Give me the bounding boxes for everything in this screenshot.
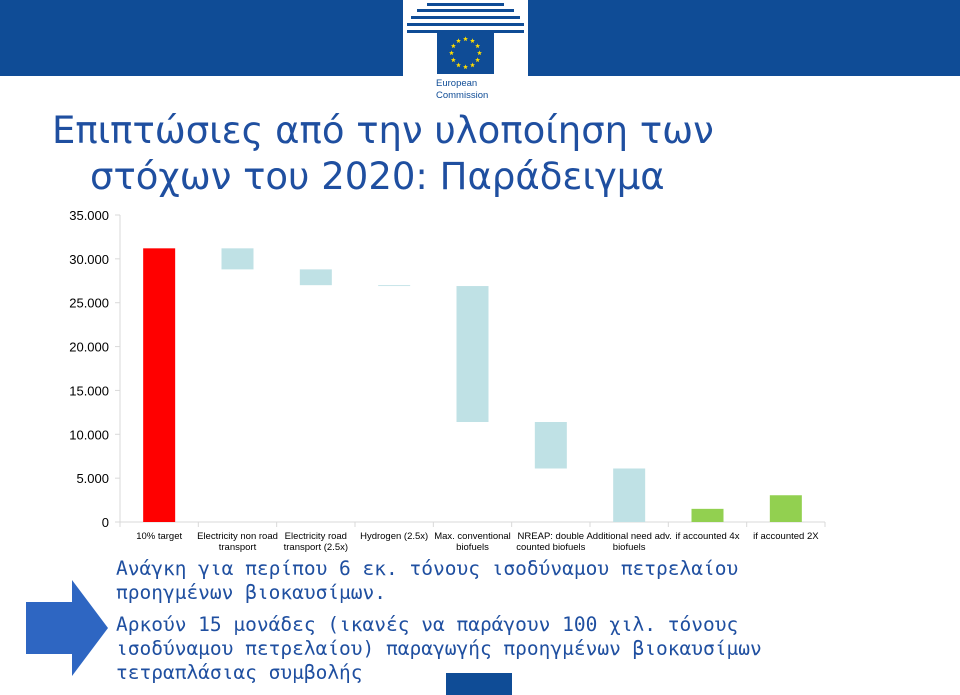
flag-star-icon: [475, 43, 481, 49]
bar: [769, 495, 802, 522]
y-tick-label: 35.000: [69, 208, 109, 223]
note-line-2: προηγμένων βιοκαυσίμων.: [116, 581, 387, 604]
flag-star-icon: [450, 43, 456, 49]
bar: [143, 248, 176, 522]
bar: [534, 422, 567, 469]
bar: [221, 248, 254, 270]
logo-text-european: European: [436, 78, 477, 89]
x-tick-label: if accounted 2X: [753, 531, 819, 542]
x-tick-label: Electricity non road transport: [197, 531, 278, 553]
title-line-2: στόχων του 2020: Παράδειγμα: [90, 155, 665, 198]
flag-star-icon: [450, 57, 456, 63]
note-line-5: τετραπλάσιας συμβολής: [116, 661, 363, 684]
flag-star-icon: [470, 62, 475, 68]
page-title: Επιπτώσιες από την υλοποίηση των στόχων …: [52, 108, 932, 200]
note-line-4: ισοδύναμου πετρελαίου) παραγωγής προηγμέ…: [116, 637, 762, 660]
waterfall-chart: 0 5.000 10.000 15.000 20.000 25.000 30.000 35.0…: [69, 208, 826, 553]
x-tick-label: Max. conventional biofuels: [434, 531, 511, 553]
footer-block: [446, 673, 512, 695]
x-tick-label: 10% target: [136, 531, 182, 542]
bar: [691, 508, 724, 522]
bar: [378, 285, 411, 287]
y-tick-label: 25.000: [69, 296, 109, 311]
flag-star-icon: [456, 62, 461, 68]
flag-star-icon: [470, 38, 475, 43]
y-tick-label: 5.000: [76, 471, 109, 486]
bar: [456, 286, 489, 423]
y-tick-label: 20.000: [69, 340, 109, 355]
notes-text: Ανάγκη για περίπου 6 εκ. τόνους ισοδύναμ…: [116, 557, 946, 685]
x-tick-label: Hydrogen (2.5x): [360, 531, 428, 542]
logo-text-commission: Commission: [436, 90, 488, 101]
x-tick-label: Additional need adv. biofuels: [586, 531, 671, 553]
x-tick-label: NREAP: double counted biofuels: [516, 531, 585, 553]
right-arrow-icon: [26, 580, 108, 676]
flag-star-icon: [463, 36, 468, 42]
flag-star-icon: [463, 64, 468, 70]
bar: [613, 468, 646, 522]
x-tick-label: Electricity road transport (2.5x): [284, 531, 348, 553]
flag-star-icon: [456, 38, 461, 43]
y-tick-label: 10.000: [69, 427, 109, 442]
note-line-1: Ανάγκη για περίπου 6 εκ. τόνους ισοδύναμ…: [116, 557, 739, 580]
x-tick-label: if accounted 4x: [676, 531, 740, 542]
note-line-3: Αρκούν 15 μονάδες (ικανές να παράγουν 10…: [116, 613, 739, 636]
flag-star-icon: [449, 50, 454, 56]
flag-star-icon: [475, 57, 481, 63]
y-tick-label: 15.000: [69, 383, 109, 398]
bar: [299, 269, 332, 286]
y-tick-label: 30.000: [69, 252, 109, 267]
y-tick-label: 0: [102, 515, 109, 530]
flag-star-icon: [477, 50, 482, 56]
european-commission-logo: European Commission: [403, 0, 528, 104]
building-icon: [407, 3, 524, 33]
title-line-1: Επιπτώσιες από την υλοποίηση των: [52, 109, 714, 152]
